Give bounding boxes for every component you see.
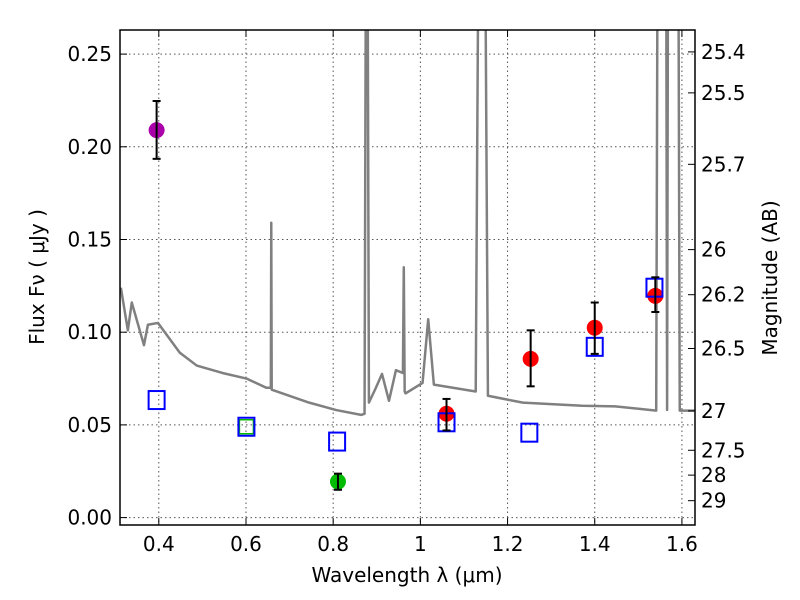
- y2-tick-label: 26: [701, 238, 726, 262]
- y2-axis-label: Magnitude (AB): [758, 200, 782, 355]
- grid: [120, 30, 695, 525]
- x-tick-label: 1.6: [666, 532, 698, 556]
- y2-tick-label: 26.2: [701, 283, 746, 307]
- x-tick-label: 1: [414, 532, 427, 556]
- x-tick-label: 1.2: [492, 532, 524, 556]
- y2-tick-label: 27.5: [701, 438, 746, 462]
- x-tick-label: 0.4: [143, 532, 175, 556]
- y-tick-label: 0.10: [67, 320, 112, 344]
- y2-tick-label: 27: [701, 399, 726, 423]
- spectrum-line: [120, 30, 695, 417]
- y2-tick-label: 25.5: [701, 81, 746, 105]
- y2-tick-label: 28: [701, 463, 726, 487]
- model-photometry-square: [237, 416, 256, 437]
- y-tick-label: 0.15: [67, 227, 112, 251]
- y-tick-label: 0.25: [67, 42, 112, 66]
- y-axis-label: Flux Fν ( μJy ): [25, 209, 49, 345]
- x-axis-label: Wavelength λ (μm): [311, 563, 502, 587]
- y2-tick-label: 29: [701, 489, 726, 513]
- y-tick-label: 0.00: [67, 506, 112, 530]
- y2-tick-label: 26.5: [701, 337, 746, 361]
- y-tick-label: 0.20: [67, 135, 112, 159]
- spectrum-layer: [120, 30, 695, 417]
- ticks: 0.4 0.6 0.8 1 1.2 1.4 1.6 0.00 0.05 0.10 0.15 0.20 0…: [67, 30, 746, 556]
- x-tick-label: 1.4: [579, 532, 611, 556]
- model-photometry-square: [147, 390, 166, 411]
- x-tick-label: 0.6: [230, 532, 262, 556]
- model-photometry-square: [328, 431, 347, 452]
- plot-frame: [119, 29, 696, 526]
- model-photometry-square: [520, 422, 539, 443]
- y-tick-label: 0.05: [67, 413, 112, 437]
- y2-tick-label: 25.4: [701, 40, 746, 64]
- x-tick-label: 0.8: [317, 532, 349, 556]
- markers-layer: [147, 100, 664, 491]
- y2-tick-label: 25.7: [701, 152, 746, 176]
